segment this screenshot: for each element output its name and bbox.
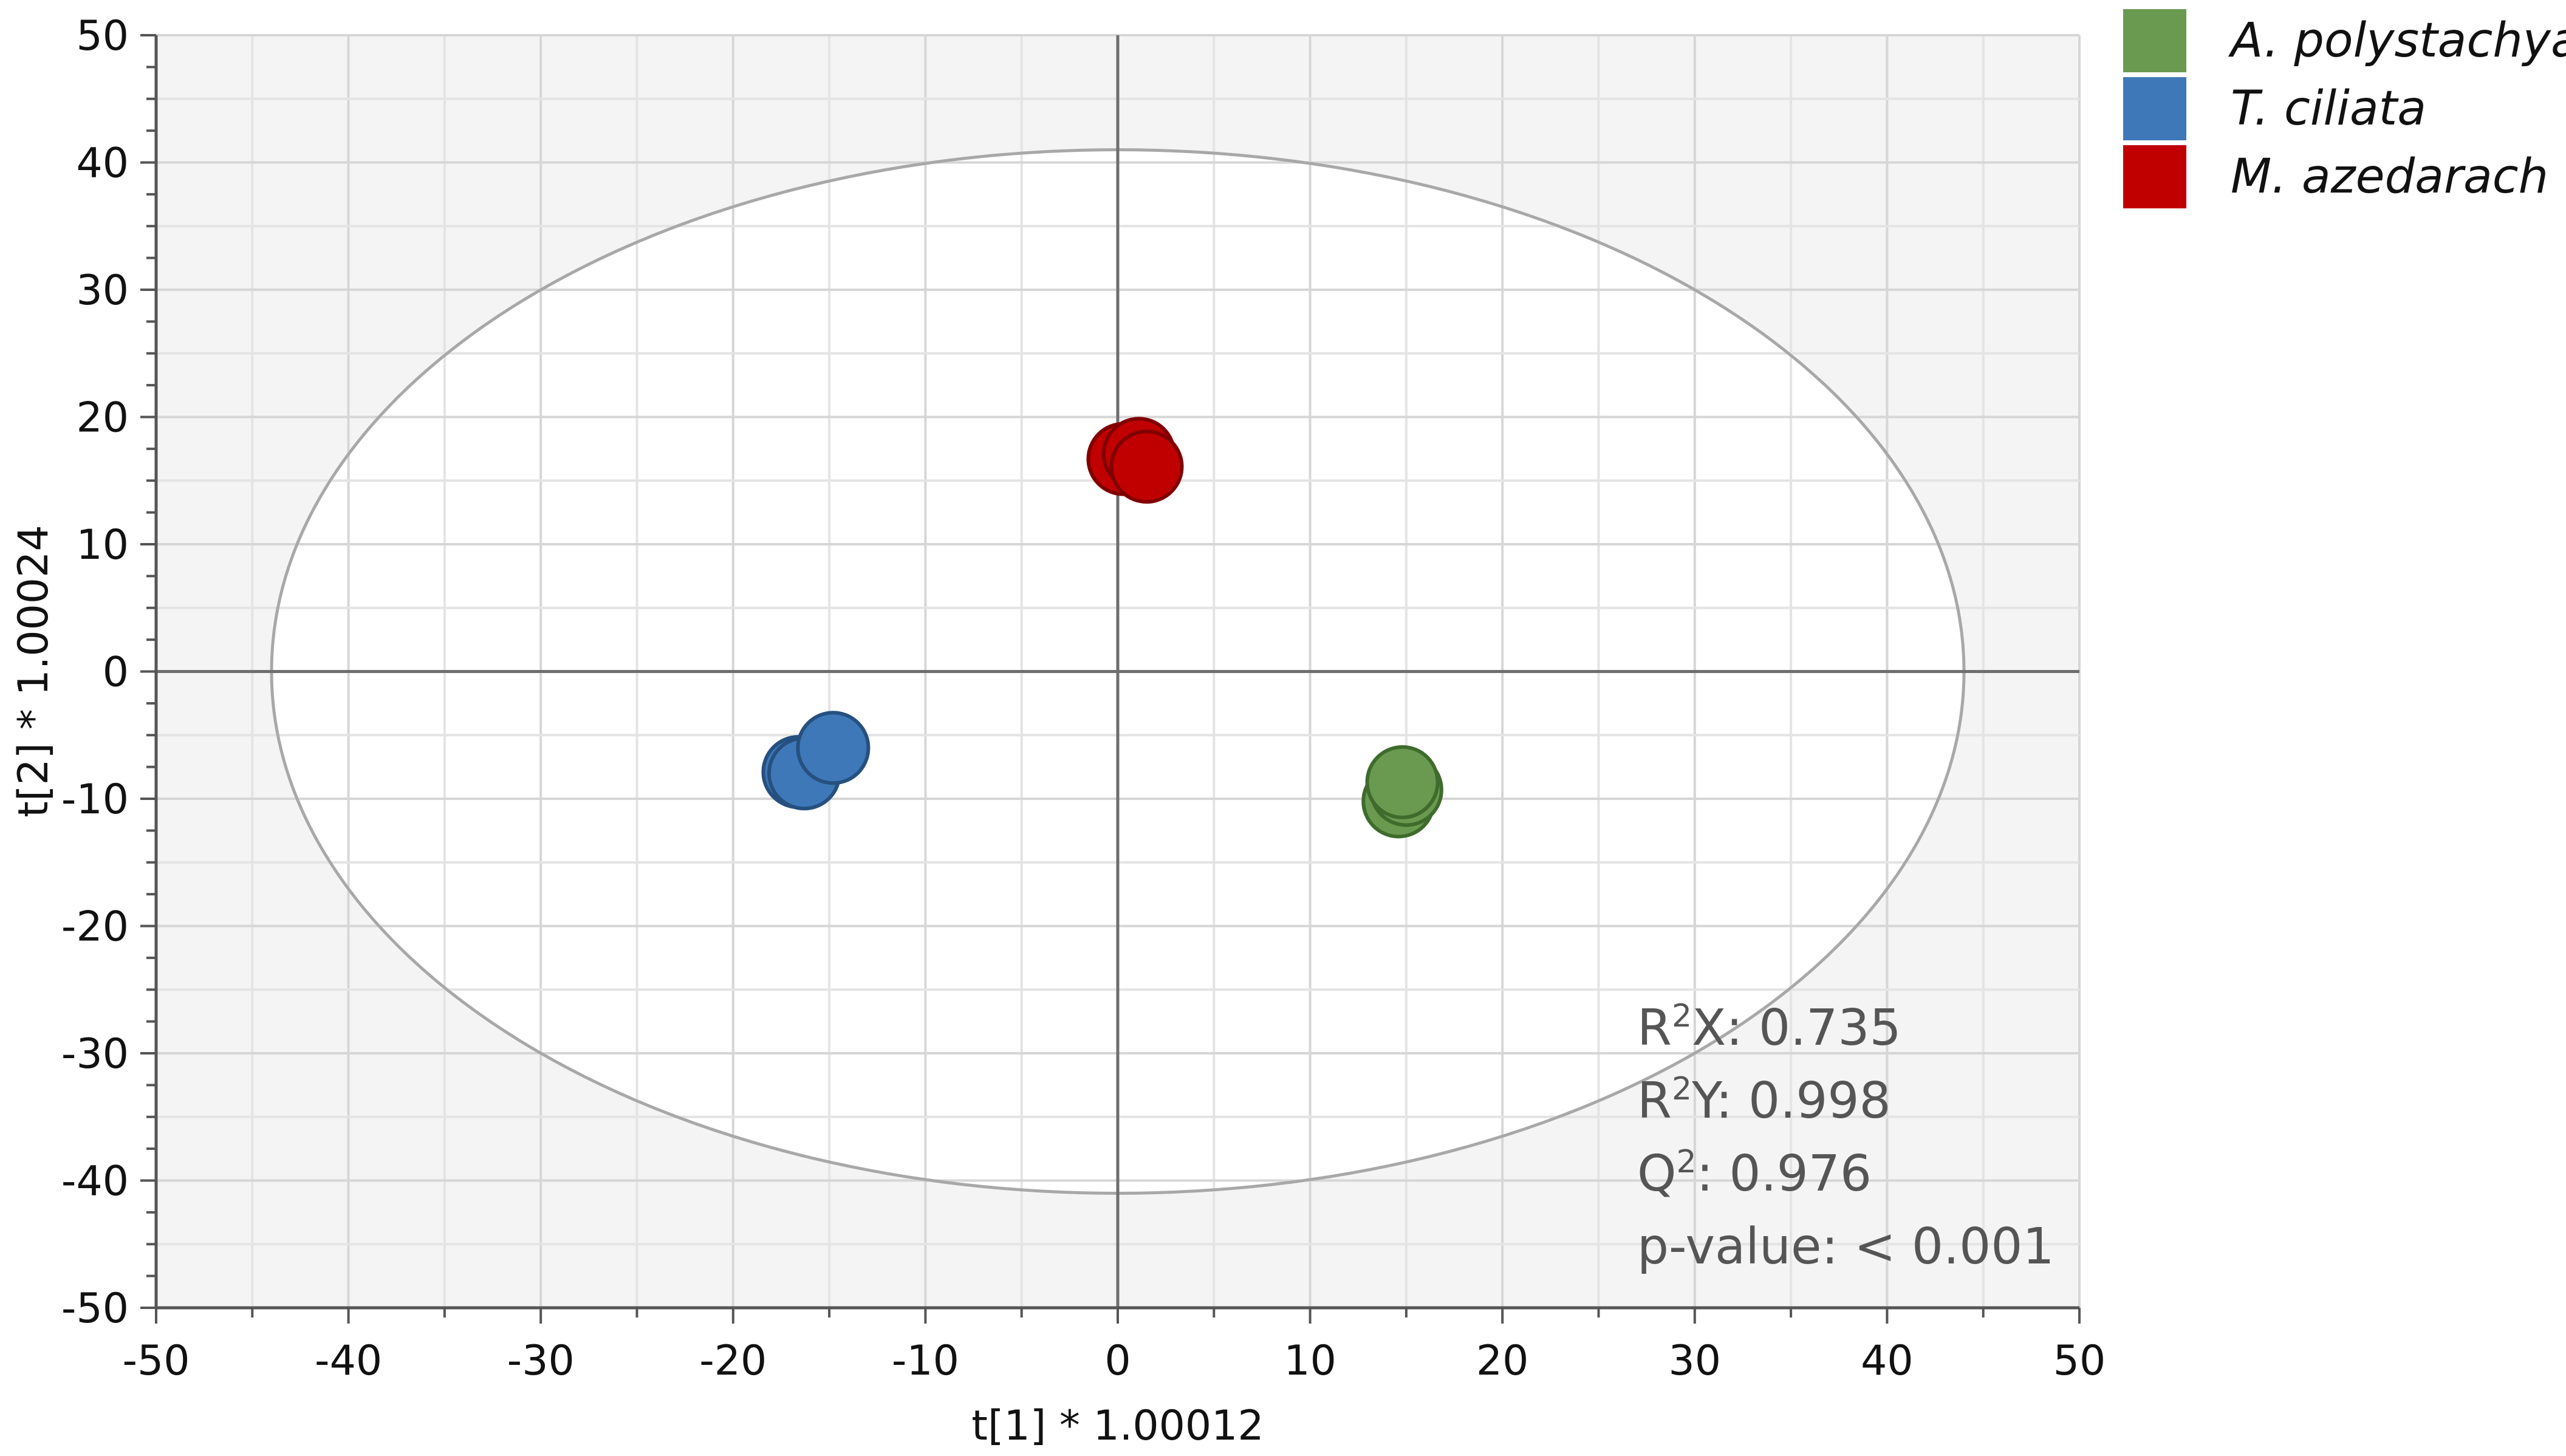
legend-label: T. ciliata [2231,81,2426,136]
legend-swatch [2123,145,2186,208]
x-tick-label: 40 [1861,1337,1914,1385]
legend-swatch [2123,77,2186,140]
data-point [1111,431,1182,502]
stat-pvalue: p-value: < 0.001 [1637,1218,2055,1276]
x-tick-label: 0 [1104,1337,1131,1385]
y-tick-label: 20 [76,394,129,442]
x-tick-label: -10 [892,1337,959,1385]
stat-q2: Q2: 0.976 [1637,1144,1872,1203]
y-tick-label: -40 [61,1158,129,1206]
y-tick-label: 10 [76,521,129,569]
y-tick-label: -20 [61,903,129,951]
x-tick-label: -20 [699,1337,767,1385]
x-tick-label: 50 [2053,1337,2106,1385]
data-point [798,713,868,783]
y-tick-label: 30 [76,267,129,315]
y-tick-label: -10 [61,776,129,824]
x-tick-label: 20 [1476,1337,1529,1385]
x-tick-label: 10 [1284,1337,1336,1385]
x-tick-label: 30 [1669,1337,1722,1385]
y-tick-label: 50 [76,12,129,60]
x-axis-title: t[1] * 1.00012 [971,1402,1264,1450]
x-tick-label: -30 [507,1337,575,1385]
y-tick-label: 0 [103,649,129,697]
legend-label: M. azedarach [2231,149,2548,204]
legend-swatch [2123,9,2186,72]
y-tick-label: -50 [61,1285,129,1333]
data-point [1367,747,1438,818]
y-axis-title: t[2] * 1.00024 [10,525,58,817]
x-tick-label: -50 [122,1337,190,1385]
y-tick-label: -30 [61,1030,129,1078]
legend-label: A. polystachya [2228,13,2566,68]
x-tick-label: -40 [315,1337,382,1385]
y-tick-label: 40 [76,140,129,188]
